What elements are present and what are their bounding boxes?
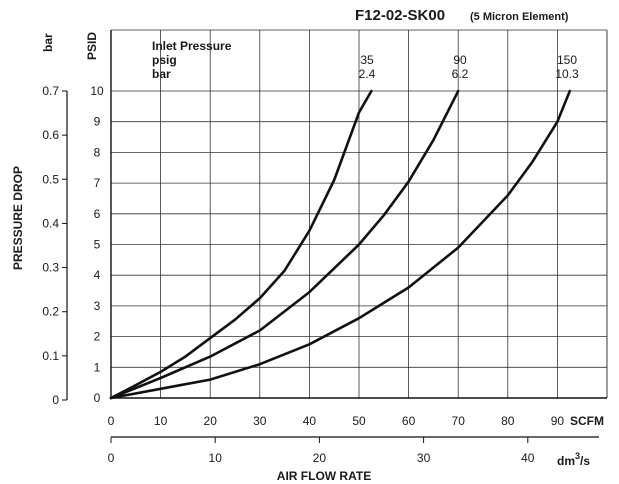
scfm-tick-label: 50 (352, 414, 366, 428)
psid-tick-label: 4 (94, 268, 101, 282)
series-90-bar-label: 6.2 (452, 67, 469, 81)
svg-text:dm3/s: dm3/s (557, 451, 590, 468)
scfm-tick-label: 40 (303, 414, 317, 428)
chart-title: F12-02-SK00 (355, 7, 445, 24)
psid-tick-label: 6 (94, 207, 101, 221)
psid-tick-label: 5 (94, 238, 101, 252)
series-150-psig-line (109, 89, 572, 400)
psid-tick-label: 10 (90, 84, 104, 98)
series-90-psig-line (109, 89, 460, 400)
series-35-bar-label: 2.4 (359, 67, 376, 81)
y-axis-title: PRESSURE DROP (11, 166, 25, 270)
chart-subtitle: (5 Micron Element) (470, 11, 569, 23)
psid-tick-label: 3 (94, 299, 101, 313)
scfm-tick-label: 30 (253, 414, 267, 428)
legend-heading: Inlet Pressure (152, 39, 232, 53)
scfm-tick-label: 80 (501, 414, 515, 428)
scfm-tick-label: 10 (154, 414, 168, 428)
psid-tick-label: 7 (94, 176, 101, 190)
dm3s-tick-label: 0 (108, 451, 115, 465)
scfm-tick-label: 20 (204, 414, 218, 428)
dm3s-tick-label: 30 (417, 451, 431, 465)
series-150-bar-label: 10.3 (555, 67, 579, 81)
bar-tick-label: 0.3 (42, 261, 59, 275)
series-lines (109, 89, 572, 400)
bar-tick-label: 0.1 (42, 349, 59, 363)
x-unit-scfm-label: SCFM (570, 414, 604, 428)
series-150-psig-label: 150 (557, 53, 577, 67)
scfm-tick-label: 60 (402, 414, 416, 428)
tick-labels: 0 0.1 0.2 0.3 0.4 0.5 0.6 0.7 0 1 2 3 4 5 6 7 8 9 10 0 10 20 3… (42, 84, 564, 465)
bar-tick-label: 0 (52, 393, 59, 407)
psid-tick-label: 0 (94, 391, 101, 405)
scfm-tick-label: 0 (108, 414, 115, 428)
series-35-psig-label: 35 (360, 53, 374, 67)
series-35-psig-line (109, 89, 373, 400)
y-unit-bar-label: bar (41, 33, 55, 52)
psid-tick-label: 1 (94, 360, 101, 374)
psid-tick-label: 8 (94, 145, 101, 159)
x-unit-dm3s-label: dm3/s (557, 451, 590, 468)
bar-tick-label: 0.4 (42, 216, 59, 230)
dm3s-tick-label: 10 (209, 451, 223, 465)
bar-tick-label: 0.2 (42, 305, 59, 319)
legend-psig-label: psig (152, 53, 177, 67)
dm3s-tick-label: 40 (521, 451, 535, 465)
scfm-tick-label: 70 (452, 414, 466, 428)
psid-tick-label: 9 (94, 115, 101, 129)
x-axis-title: AIR FLOW RATE (277, 469, 371, 483)
psid-tick-label: 2 (94, 330, 101, 344)
bar-tick-label: 0.7 (42, 84, 59, 98)
y-unit-psid-label: PSID (85, 32, 99, 60)
dm3s-tick-label: 20 (313, 451, 327, 465)
axes (62, 30, 607, 443)
scfm-tick-label: 90 (551, 414, 565, 428)
legend-bar-label: bar (152, 67, 171, 81)
bar-tick-label: 0.6 (42, 128, 59, 142)
bar-tick-label: 0.5 (42, 172, 59, 186)
series-90-psig-label: 90 (453, 53, 467, 67)
grid-lines (111, 29, 608, 398)
